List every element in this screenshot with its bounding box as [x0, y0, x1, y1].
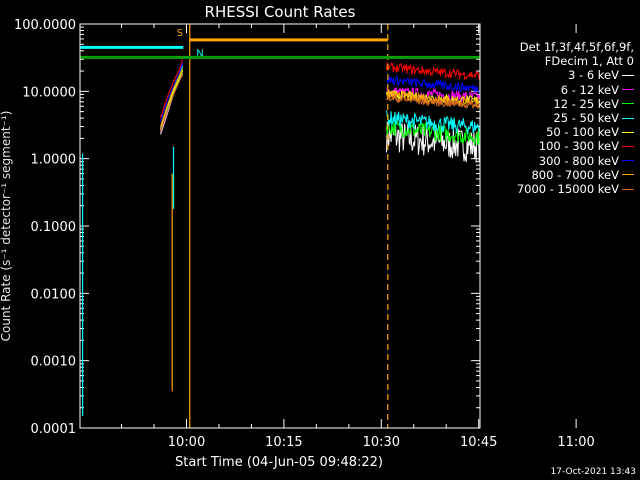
series-late-line [386, 61, 480, 81]
legend-item: 6 - 12 keV [484, 83, 634, 97]
legend-label: 100 - 300 keV [538, 139, 619, 154]
state-bar-label: N [196, 48, 203, 59]
y-tick-label: 100.0000 [14, 18, 76, 33]
state-bar-label: S [177, 28, 183, 39]
series-early-line [160, 68, 184, 127]
legend-item: 300 - 800 keV [484, 154, 634, 168]
y-tick-label: 10.0000 [22, 85, 76, 100]
legend-swatch [622, 146, 634, 148]
y-tick-label: 0.0100 [31, 287, 77, 302]
legend-label: 300 - 800 keV [538, 153, 619, 168]
x-tick-label: 11:00 [557, 435, 594, 450]
legend-item: 100 - 300 keV [484, 139, 634, 153]
legend-label: 50 - 100 keV [546, 125, 619, 140]
x-tick-label: 10:00 [168, 435, 205, 450]
legend-label: 800 - 7000 keV [531, 167, 619, 182]
y-tick-label: 0.1000 [31, 220, 77, 235]
legend-label: 3 - 6 keV [568, 68, 619, 83]
plot-frame [79, 23, 481, 429]
x-axis-label: Start Time (04-Jun-05 09:48:22) [175, 455, 383, 470]
data-layer: NSRD4RD0 [80, 24, 480, 428]
legend-item: 3 - 6 keV [484, 68, 634, 82]
y-tick-label: 0.0001 [31, 422, 77, 437]
legend-swatch [622, 174, 634, 176]
timestamp: 17-Oct-2021 13:43 [550, 467, 636, 477]
legend-swatch [622, 160, 634, 162]
chart-marks: 0.0001 0.0010 0.0100 0.1000 1.0000 10.0000 100… [14, 18, 595, 450]
legend-swatch [622, 188, 634, 190]
series-early-line [160, 62, 184, 123]
series-late-line [386, 89, 480, 108]
y-axis-label: Count Rate (s⁻¹ detector⁻¹ segment⁻¹) [0, 111, 13, 342]
legend-swatch [622, 117, 634, 119]
y-tick-label: 0.0010 [31, 355, 77, 370]
series-early-line [160, 59, 184, 119]
x-tick-label: 10:15 [265, 435, 302, 450]
legend: Det 1f,3f,4f,5f,6f,9f, FDecim 1, Att 0 3… [484, 40, 634, 196]
legend-item: 7000 - 15000 keV [484, 182, 634, 196]
legend-swatch [622, 75, 634, 76]
x-tick-label: 10:30 [363, 435, 400, 450]
legend-label: 7000 - 15000 keV [516, 182, 619, 197]
legend-item: 12 - 25 keV [484, 97, 634, 111]
legend-header-detectors: Det 1f,3f,4f,5f,6f,9f, [519, 40, 634, 54]
series-early-line [160, 73, 184, 135]
legend-item: 50 - 100 keV [484, 125, 634, 139]
legend-label: 12 - 25 keV [553, 96, 619, 111]
legend-header-decimation: FDecim 1, Att 0 [544, 54, 634, 69]
legend-item: 800 - 7000 keV [484, 168, 634, 182]
series-late-line [386, 120, 480, 146]
legend-swatch [622, 131, 634, 133]
series-late-line [386, 110, 480, 134]
x-tick-label: 10:45 [460, 435, 497, 450]
y-tick-label: 1.0000 [31, 153, 77, 168]
legend-label: 25 - 50 keV [553, 111, 619, 126]
series-late-line [386, 121, 480, 163]
series-late-line [386, 74, 480, 94]
chart-title: RHESSI Count Rates [205, 3, 356, 21]
legend-swatch [622, 103, 634, 105]
legend-label: 6 - 12 keV [560, 82, 619, 97]
legend-swatch [622, 89, 634, 91]
legend-item: 25 - 50 keV [484, 111, 634, 125]
series-late-line [386, 86, 480, 103]
series-late-line [386, 93, 480, 110]
series-early-line [160, 72, 184, 131]
